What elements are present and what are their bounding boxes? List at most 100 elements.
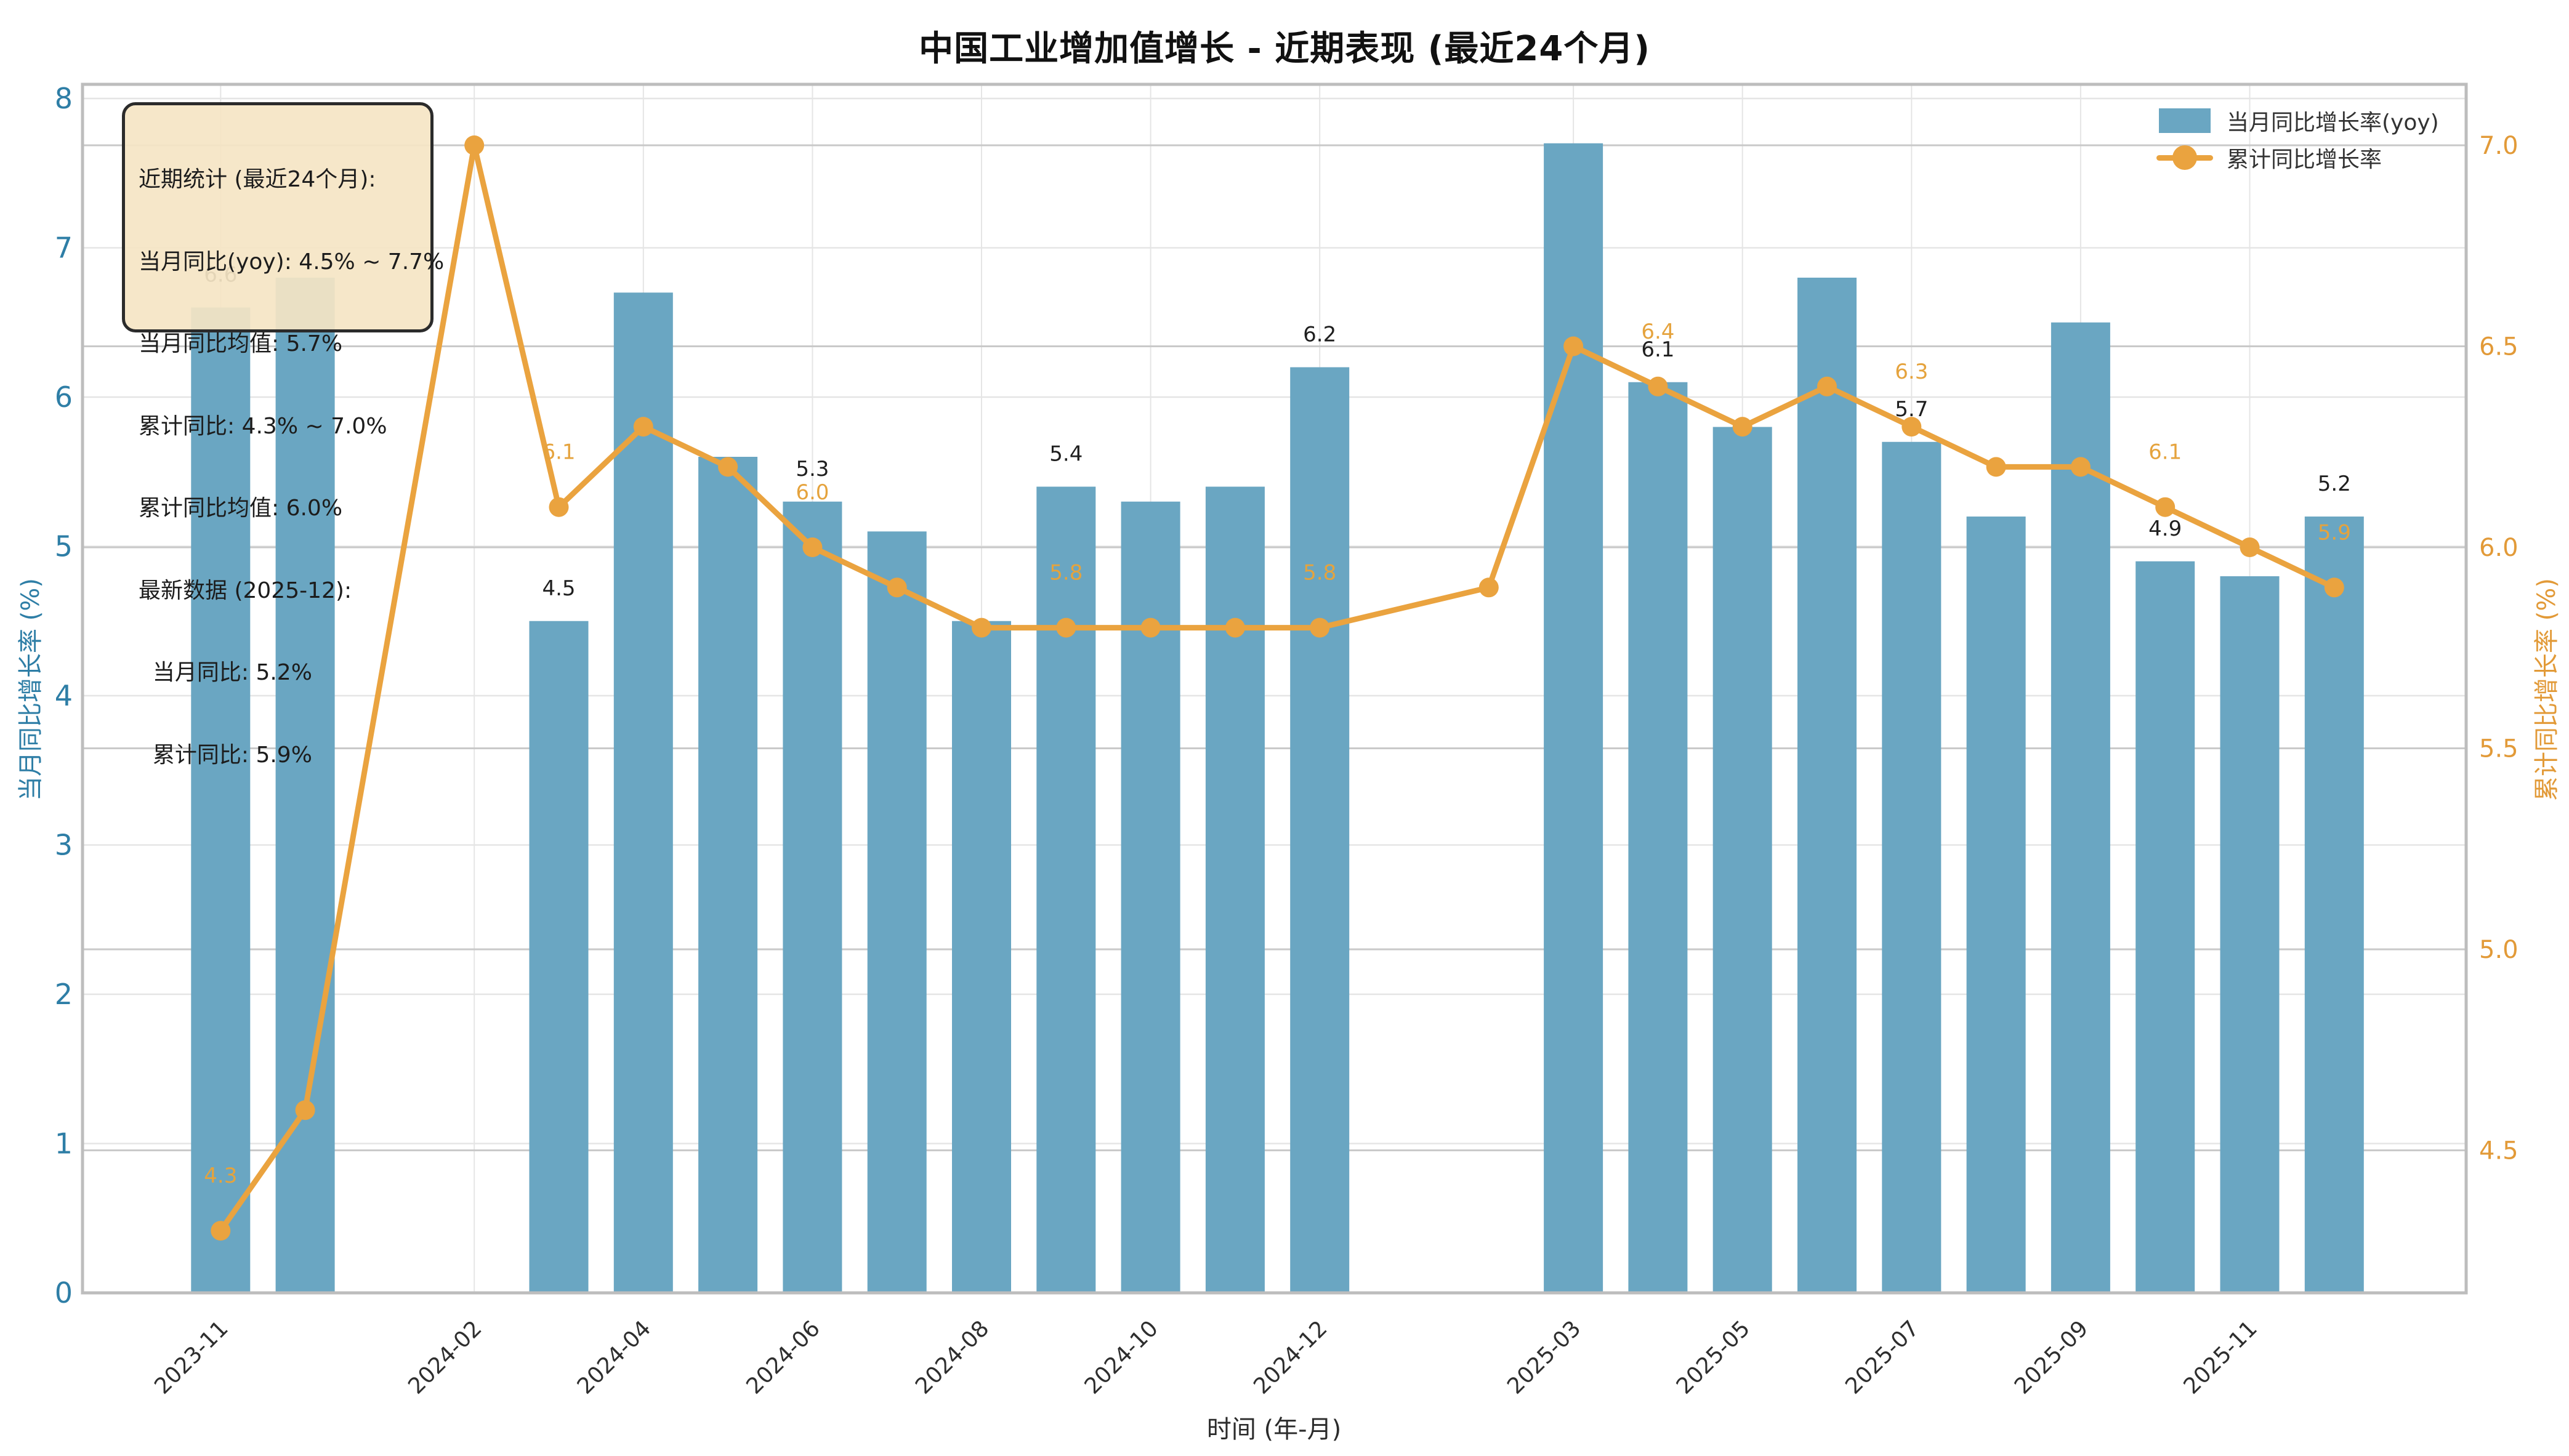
- line-value-label: 5.9: [2318, 520, 2351, 545]
- x-tick: 2024-02: [403, 1316, 486, 1399]
- bar-value-label: 6.1: [1641, 337, 1674, 362]
- bar-value-label: 4.9: [2148, 517, 2182, 541]
- bar-2024-09: [1036, 486, 1096, 1293]
- x-tick: 2025-03: [1502, 1316, 1586, 1399]
- marker-2024-12: [1310, 617, 1330, 638]
- x-tick: 2025-07: [1841, 1316, 1924, 1399]
- bar-2024-03: [529, 621, 589, 1293]
- legend-item-bar: 当月同比增长率(yoy): [2156, 105, 2439, 137]
- stats-line: 近期统计 (最近24个月):: [139, 167, 376, 192]
- bar-2025-12: [2304, 517, 2364, 1293]
- bar-series-icon: [2156, 108, 2213, 133]
- marker-2025-11: [2240, 537, 2260, 557]
- marker-2024-07: [887, 577, 907, 598]
- line-series-icon: [2156, 145, 2213, 170]
- legend: 当月同比增长率(yoy) 累计同比增长率: [2156, 105, 2439, 179]
- legend-label: 累计同比增长率: [2227, 147, 2382, 172]
- marker-2025-10: [2155, 497, 2176, 517]
- legend-label: 当月同比增长率(yoy): [2227, 110, 2439, 135]
- marker-2025-08: [1986, 457, 2006, 477]
- x-tick: 2023-11: [150, 1316, 233, 1399]
- bar-2025-10: [2135, 561, 2195, 1293]
- marker-2025-12: [2324, 577, 2344, 598]
- marker-2024-06: [802, 537, 823, 557]
- bar-2025-06: [1797, 278, 1857, 1293]
- line-value-label: 4.3: [204, 1164, 237, 1188]
- legend-item-line: 累计同比增长率: [2156, 142, 2439, 174]
- bar-value-label: 5.2: [2318, 472, 2351, 496]
- spines: [81, 82, 2468, 1295]
- bar-2025-08: [1966, 517, 2026, 1293]
- y-right-tick: 5.0: [2479, 936, 2519, 964]
- x-tick: 2024-04: [573, 1316, 656, 1399]
- bar-2024-04: [613, 292, 673, 1293]
- bar-value-label: 6.2: [1303, 323, 1336, 347]
- stats-line: 累计同比: 5.9%: [139, 742, 312, 768]
- bar-2023-11: [191, 307, 251, 1293]
- bar-2025-09: [2051, 322, 2110, 1293]
- y-right-tick: 5.5: [2479, 735, 2519, 763]
- bar-value-label: 5.4: [1049, 442, 1083, 467]
- x-tick: 2024-06: [741, 1316, 825, 1399]
- y-left-tick: 4: [55, 679, 73, 712]
- marker-2025-04: [1648, 376, 1668, 396]
- bar-2024-08: [952, 621, 1011, 1293]
- marker-2025-07: [1902, 417, 1922, 437]
- bar-2024-06: [783, 501, 842, 1293]
- line-value-label: 5.8: [1049, 561, 1083, 585]
- bar-2025-07: [1882, 441, 1942, 1293]
- line-value-label: 6.0: [796, 480, 829, 505]
- y-left-tick: 5: [55, 530, 73, 563]
- line-value-label: 6.1: [542, 440, 575, 465]
- bar-2024-11: [1205, 486, 1265, 1293]
- stats-line: 当月同比均值: 5.7%: [139, 331, 343, 356]
- line-value-label: 6.4: [1641, 320, 1674, 344]
- marker-2024-09: [1056, 617, 1076, 638]
- marker-2025-09: [2070, 457, 2091, 477]
- y-right-tick: 4.5: [2479, 1137, 2519, 1165]
- stats-line: 当月同比(yoy): 4.5% ~ 7.7%: [139, 249, 445, 275]
- bar-2025-05: [1712, 427, 1772, 1293]
- x-tick: 2024-08: [911, 1316, 994, 1399]
- x-tick: 2024-10: [1080, 1316, 1163, 1399]
- bar-2024-05: [698, 457, 758, 1293]
- stats-annotation-box: 近期统计 (最近24个月): 当月同比(yoy): 4.5% ~ 7.7% 当月…: [122, 102, 445, 768]
- marker-2024-11: [1225, 617, 1245, 638]
- x-tick: 2025-11: [2179, 1316, 2262, 1399]
- y-left-tick: 3: [55, 829, 73, 862]
- stats-line: 当月同比: 5.2%: [139, 660, 312, 685]
- line-value-label: 5.8: [1303, 561, 1336, 585]
- bar-value-label: 5.3: [796, 457, 829, 481]
- x-tick: 2025-05: [1672, 1316, 1755, 1399]
- stats-line: 最新数据 (2025-12):: [139, 577, 352, 603]
- y-axis-left-title: 当月同比增长率 (%): [17, 578, 45, 801]
- x-tick: 2024-12: [1249, 1316, 1332, 1399]
- marker-2023-12: [295, 1100, 315, 1120]
- y-axis-right-title: 累计同比增长率 (%): [2533, 578, 2561, 801]
- bar-2023-12: [275, 278, 335, 1293]
- bar-value-label: 4.5: [542, 576, 575, 601]
- bar-2025-03: [1544, 143, 1603, 1293]
- marker-2025-02: [1478, 577, 1499, 598]
- marker-2023-11: [211, 1221, 231, 1241]
- stats-line: 累计同比: 4.3% ~ 7.0%: [139, 413, 387, 439]
- chart-title: 中国工业增加值增长 - 近期表现 (最近24个月): [919, 29, 1650, 69]
- y-left-tick: 6: [55, 380, 73, 414]
- y-left-tick: 0: [55, 1276, 73, 1309]
- y-left-tick: 8: [55, 82, 73, 115]
- stats-line: 累计同比均值: 6.0%: [139, 496, 343, 521]
- y-left-tick: 7: [55, 231, 73, 265]
- x-axis-title: 时间 (年-月): [1206, 1415, 1342, 1444]
- x-tick: 2025-09: [2010, 1316, 2093, 1399]
- marker-2024-02: [464, 135, 485, 155]
- line-value-label: 6.3: [1895, 360, 1928, 384]
- bar-2024-07: [867, 531, 927, 1293]
- marker-2024-04: [633, 417, 653, 437]
- y-left-tick: 2: [55, 978, 73, 1011]
- marker-2025-06: [1817, 376, 1837, 396]
- value-labels: 6.64.34.56.15.36.05.45.86.25.86.16.45.76…: [204, 263, 2351, 1189]
- y-left-tick: 1: [55, 1127, 73, 1160]
- bar-2025-04: [1628, 382, 1688, 1293]
